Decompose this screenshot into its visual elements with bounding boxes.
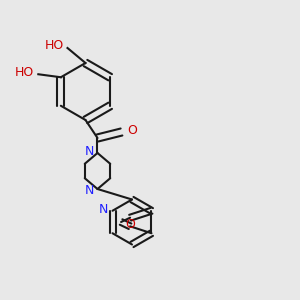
Text: O: O — [126, 218, 136, 232]
Text: N: N — [99, 203, 108, 216]
Text: HO: HO — [45, 38, 64, 52]
Text: N: N — [85, 145, 94, 158]
Text: O: O — [128, 124, 137, 137]
Text: N: N — [85, 184, 94, 197]
Text: HO: HO — [15, 66, 34, 79]
